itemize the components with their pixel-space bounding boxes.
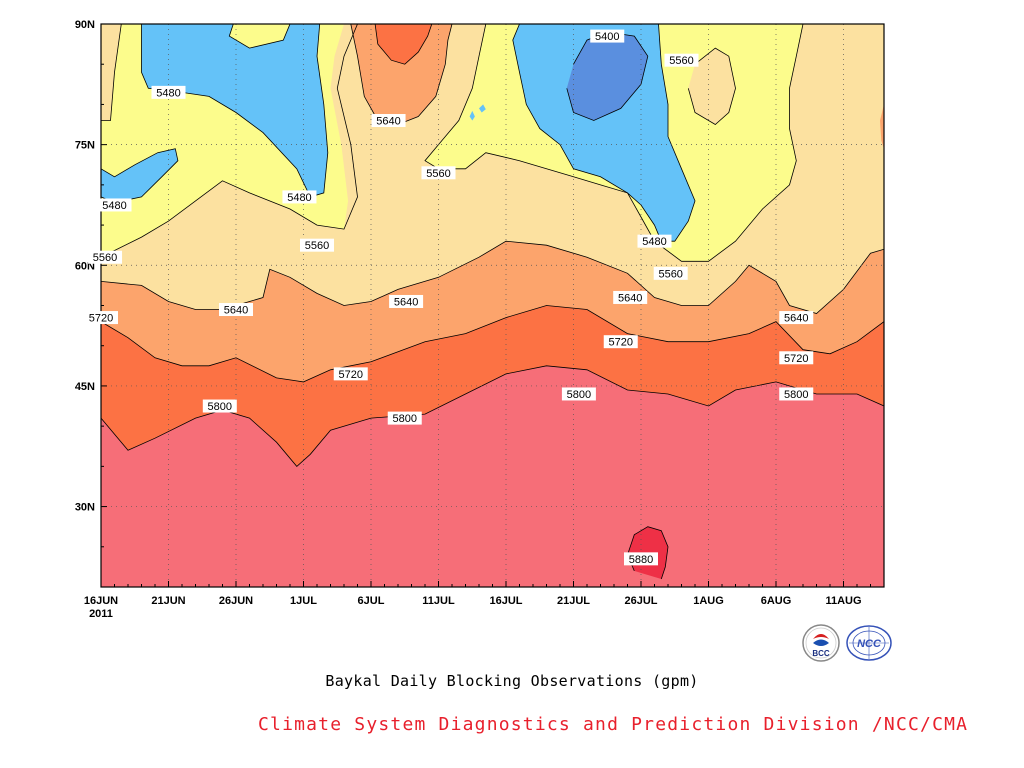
x-tick-label: 21JUN <box>151 595 185 607</box>
y-tick-label: 90N <box>75 19 95 31</box>
contour-line <box>627 526 669 580</box>
contour-label-bg <box>333 367 368 381</box>
contour-label-bg <box>202 399 237 413</box>
x-tick-label: 26JUL <box>624 595 657 607</box>
contour-label-bg <box>387 411 422 425</box>
x-tick-label: 16JUN <box>84 595 118 607</box>
band-5560-5640 <box>101 24 122 121</box>
contour-label: 5480 <box>642 236 666 248</box>
band-5400-5480 <box>512 24 695 242</box>
contour-label-bg <box>653 266 688 280</box>
contour-line <box>424 24 804 262</box>
contour-label: 5480 <box>287 192 311 204</box>
contour-line <box>101 240 884 314</box>
x-tick-label: 6JUL <box>358 595 385 607</box>
contour-label: 5720 <box>89 313 113 325</box>
x-tick-label: 6AUG <box>761 595 792 607</box>
contour-label-bg <box>590 29 625 43</box>
band-5560-5640 <box>688 48 736 125</box>
contour-label-bg <box>421 166 456 180</box>
contour-label-bg <box>151 85 186 99</box>
contour-label: 5720 <box>609 337 633 349</box>
y-tick-label: 30N <box>75 502 95 514</box>
x-tick-label: 11JUL <box>422 595 455 607</box>
contour-label-bg <box>664 53 699 67</box>
contour-line <box>687 47 736 125</box>
contour-label: 5400 <box>595 31 619 43</box>
contour-label-bg <box>97 198 132 212</box>
band-5400-5480 <box>141 24 328 197</box>
band-5400-5480 <box>479 104 486 113</box>
credit-line: Climate System Diagnostics and Predictio… <box>258 714 969 735</box>
contour-labels: 5400 5480 5480 5480 5480 5560 5560 5560 5560 5560… <box>84 29 814 566</box>
contour-label: 5640 <box>394 296 418 308</box>
band-5800-5880 <box>101 365 884 587</box>
axis-ticks: 16JUN 21JUN 26JUN 1JUL 6JUL 11JUL 16JUL 21JUL 26… <box>75 19 885 620</box>
contour-label: 5800 <box>393 413 417 425</box>
contour-label: 5640 <box>618 292 642 304</box>
contour-label-bg <box>88 250 123 264</box>
contour-label-bg <box>561 387 596 401</box>
band-5640-5720 <box>350 24 452 125</box>
contour-line <box>101 24 122 121</box>
contour-label: 5480 <box>102 200 126 212</box>
contour-line <box>101 305 884 383</box>
band-5720-5800 <box>375 24 432 65</box>
band-5400-5480 <box>101 148 178 203</box>
contour-label: 5720 <box>339 369 363 381</box>
contour-label: 5800 <box>567 389 591 401</box>
contour-label: 5880 <box>629 554 653 566</box>
contour-label: 5560 <box>669 55 693 67</box>
contour-label-bg <box>624 552 658 566</box>
contour-label: 5640 <box>784 313 808 325</box>
contour-label-bg <box>84 311 118 325</box>
contour-label-bg <box>219 303 253 317</box>
contour-label: 5560 <box>426 168 450 180</box>
ncc-logo-text: NCC <box>857 638 882 650</box>
x-tick-label: 21JUL <box>557 595 590 607</box>
contour-label-bg <box>779 311 814 325</box>
contour-label-bg <box>603 335 638 349</box>
band-5400-5480 <box>469 110 475 121</box>
y-tick-label: 45N <box>75 381 95 393</box>
contour-line <box>512 24 696 242</box>
bcc-logo: BCC <box>802 624 840 662</box>
contour-label-bg <box>300 238 334 252</box>
contour-label-bg <box>282 190 317 204</box>
ncc-logo: NCC <box>846 625 892 661</box>
bcc-logo-text: BCC <box>812 649 830 658</box>
contour-label-bg <box>389 294 424 308</box>
x-tick-label: 1JUL <box>290 595 317 607</box>
contour-label: 5560 <box>658 268 682 280</box>
y-tick-label: 75N <box>75 140 95 152</box>
x-year-label: 2011 <box>89 608 113 620</box>
band-below-5400 <box>566 32 648 121</box>
contour-label-bg <box>613 290 648 304</box>
contour-line <box>101 24 358 258</box>
x-tick-label: 11AUG <box>825 595 861 607</box>
contour-label-bg <box>779 351 814 365</box>
contour-label-bg <box>371 114 406 128</box>
x-tick-label: 1AUG <box>693 595 724 607</box>
contour-label-bg <box>637 234 672 248</box>
contour-label: 5640 <box>376 116 400 128</box>
contour-label: 5800 <box>208 401 232 413</box>
contour-line <box>350 24 453 125</box>
x-tick-label: 26JUN <box>219 595 253 607</box>
contour-line <box>374 24 433 65</box>
contour-label: 5560 <box>305 240 329 252</box>
contour-label: 5480 <box>156 87 180 99</box>
chart-caption: Baykal Daily Blocking Observations (gpm) <box>325 672 699 690</box>
band-5640-5720 <box>880 104 884 149</box>
contour-label-bg <box>779 387 814 401</box>
x-tick-label: 16JUL <box>489 595 522 607</box>
contour-fills <box>101 24 884 587</box>
contour-label: 5640 <box>224 305 248 317</box>
contour-label: 5720 <box>784 353 808 365</box>
contour-label: 5800 <box>784 389 808 401</box>
contour-label: 5560 <box>93 252 117 264</box>
